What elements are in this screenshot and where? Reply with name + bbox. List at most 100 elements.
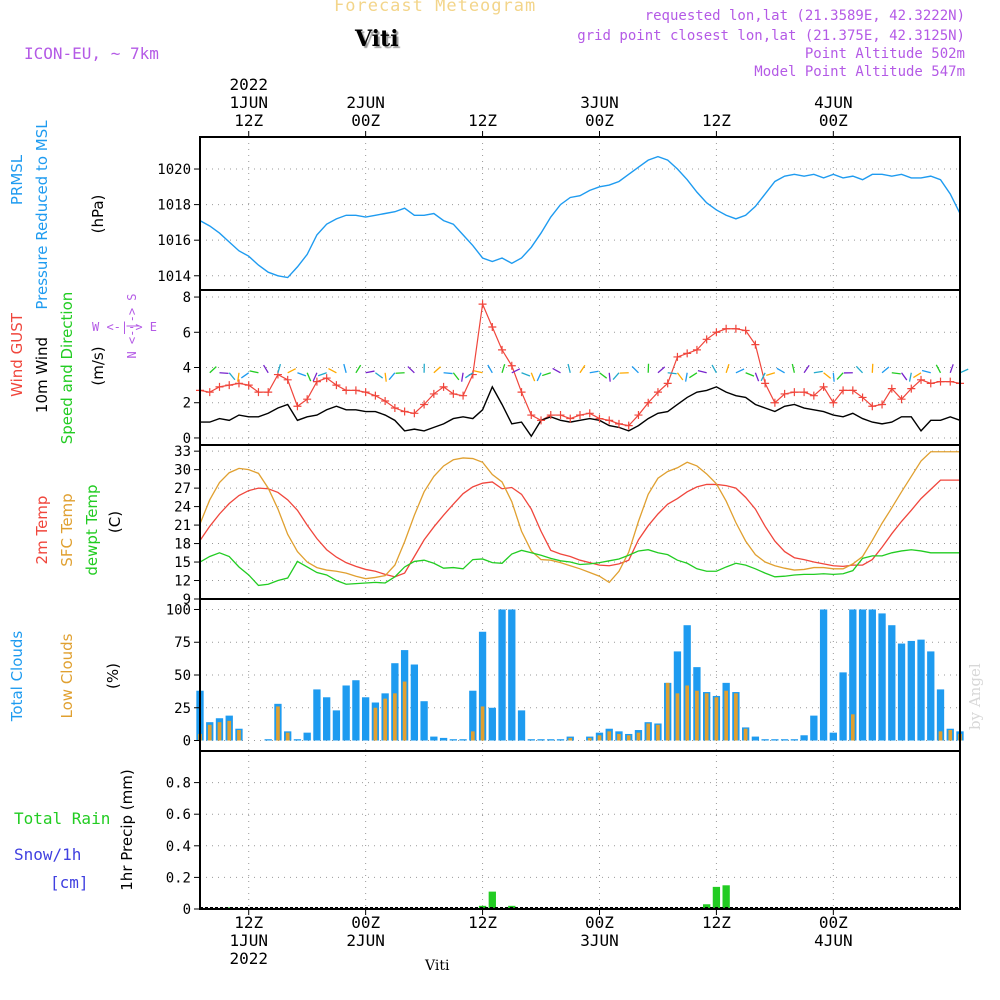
wind-direction-arrow (461, 372, 464, 382)
total-cloud-bar (469, 690, 477, 741)
total-cloud-bar (459, 739, 467, 741)
time-label-top: 4JUN (814, 93, 853, 112)
y-tick-label: 1016 (157, 233, 191, 249)
gust-line (199, 301, 961, 427)
total-cloud-bar (517, 710, 526, 741)
gust-marker (731, 324, 740, 333)
gust-marker (907, 384, 916, 393)
low-cloud-bar (685, 685, 690, 741)
gust-marker (342, 386, 351, 395)
low-cloud-bar (850, 714, 855, 741)
time-label-top: 12Z (468, 111, 497, 130)
label-dewpoint-temp: dewpt Temp (83, 484, 101, 575)
wind-direction-arrow (328, 367, 337, 374)
temp-2m-line (199, 479, 960, 578)
gust-marker (936, 377, 945, 386)
gust-marker (722, 324, 731, 333)
total-cloud-bar (917, 639, 925, 741)
low-cloud-bar (568, 737, 573, 741)
wind-direction-arrow (249, 370, 259, 374)
total-cloud-bar (751, 736, 760, 741)
wind-direction-arrow (277, 363, 282, 373)
wind-direction-arrow (612, 372, 620, 381)
gust-marker (429, 389, 438, 398)
y-tick-label: 50 (174, 668, 191, 684)
low-cloud-bar (646, 723, 651, 741)
time-label-top: 00Z (351, 111, 380, 130)
low-cloud-bar (276, 706, 280, 741)
wind-direction-arrow (530, 372, 536, 382)
low-cloud-bar (227, 720, 232, 741)
gust-marker (926, 379, 935, 388)
label-wind-gust: Wind GUST (8, 312, 26, 397)
total-cloud-bar (439, 737, 448, 741)
time-label-bottom: 00Z (351, 913, 380, 932)
low-cloud-bar (207, 724, 212, 741)
wind-direction-arrow (443, 372, 453, 375)
label-low-clouds: Low Clouds (58, 633, 76, 718)
total-cloud-bar (829, 732, 837, 741)
wind-direction-arrow (921, 369, 931, 374)
wind-direction-arrow (754, 372, 760, 382)
total-cloud-bar (323, 697, 331, 741)
wind-direction-arrow (542, 372, 551, 377)
total-cloud-bar (478, 631, 487, 741)
grid-lines (200, 137, 960, 910)
total-cloud-bar (537, 739, 545, 741)
total-cloud-bar (683, 625, 691, 741)
wind-direction-arrow (473, 370, 483, 374)
wind-direction-arrow (823, 372, 832, 379)
wind-direction-arrow (667, 372, 677, 375)
low-cloud-bar (948, 730, 953, 741)
total-cloud-bar (800, 735, 808, 741)
time-label-top: 2JUN (346, 93, 385, 112)
gust-marker (751, 340, 760, 349)
y-tick-label: 6 (183, 325, 191, 341)
gust-marker (809, 391, 818, 400)
wind-direction-arrow (312, 372, 318, 382)
label-10m-wind: 10m Wind (33, 337, 51, 413)
wind-direction-arrow (776, 367, 785, 374)
compass-legend-ns: N <-|-> S (125, 293, 139, 358)
gust-marker (410, 409, 419, 418)
total-cloud-bar (897, 643, 906, 741)
gust-marker (215, 382, 224, 391)
gust-marker (459, 391, 468, 400)
label-sfc-temp: SFC Temp (58, 493, 76, 566)
gust-marker (546, 411, 555, 420)
wind-direction-arrow (501, 363, 506, 373)
low-cloud-bar (597, 735, 602, 741)
y-tick-label: 0.2 (166, 870, 191, 886)
low-cloud-bar (724, 690, 728, 741)
wind-direction-arrow (388, 372, 396, 381)
gust-marker (663, 379, 672, 388)
gust-marker (897, 395, 906, 404)
wind-direction-arrow (464, 372, 474, 379)
gust-marker (556, 411, 565, 420)
wind-direction-arrow (913, 372, 922, 379)
wind-direction-arrow (228, 372, 236, 381)
gust-marker (790, 388, 799, 397)
label-snow-1h: Snow/1h (14, 845, 81, 864)
gust-marker (283, 375, 292, 384)
gust-marker (780, 389, 789, 398)
label-1hr-precip: 1hr Precip (mm) (118, 769, 136, 890)
gust-marker (683, 349, 692, 358)
total-cloud-bar (790, 739, 799, 741)
low-cloud-bar (383, 698, 387, 741)
gust-marker (702, 335, 711, 344)
watermark-signature: by Angel (966, 663, 984, 730)
total-cloud-bar (858, 609, 867, 741)
total-cloud-bar (293, 739, 302, 741)
model-name: ICON-EU, ~ 7km (24, 44, 159, 63)
wind-direction-arrow (433, 366, 441, 374)
wind-direction-arrow (375, 372, 384, 379)
gust-marker (800, 388, 809, 397)
y-tick-label: 9 (183, 592, 191, 608)
wind-direction-arrow (631, 365, 639, 374)
gust-marker (498, 345, 507, 354)
total-cloud-bar (527, 739, 535, 741)
gust-marker (887, 384, 896, 393)
gust-marker (917, 375, 926, 384)
gust-marker (449, 389, 458, 398)
